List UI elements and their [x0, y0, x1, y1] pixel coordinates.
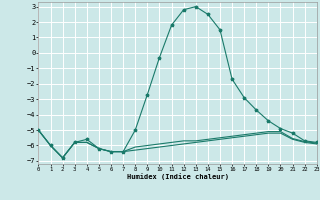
X-axis label: Humidex (Indice chaleur): Humidex (Indice chaleur) [127, 173, 228, 180]
